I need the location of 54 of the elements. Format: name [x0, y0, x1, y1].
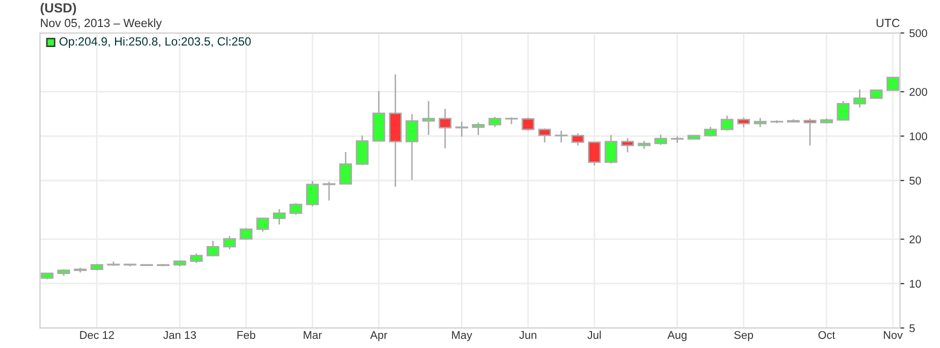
candlestick [306, 180, 319, 208]
candlestick [522, 116, 534, 132]
candlestick [206, 240, 220, 258]
annotation: Op:204.9, Hi:250.8, Lo:203.5, Cl:250 [59, 36, 251, 48]
candlestick [588, 141, 601, 166]
candlestick [256, 216, 270, 232]
y-tick-label: 100 [910, 132, 928, 140]
chart-subtitle: Nov 05, 2013 – Weekly [40, 18, 162, 30]
text: UTC [876, 18, 900, 28]
y-tick-label: 5 [909, 324, 915, 332]
candlestick [223, 235, 236, 250]
candlestick [571, 132, 584, 146]
y-tick-label: 20 [910, 235, 921, 244]
x-tick-label: Dec 12 [80, 331, 114, 339]
candlestick [804, 118, 816, 146]
x-tick-label: Mar [304, 331, 322, 339]
candlestick [538, 128, 552, 144]
candlestick [339, 151, 352, 186]
y-tick-label: 200 [910, 88, 928, 96]
y-tick-label: 500 [909, 29, 928, 38]
candlestick [272, 208, 286, 226]
x-tick-label: Sep [734, 331, 754, 342]
candlestick [289, 202, 302, 216]
x-tick-label: Feb [237, 330, 256, 339]
candlestick [737, 116, 750, 128]
x-tick-label: Apr [370, 331, 388, 342]
candlestick [554, 130, 568, 144]
x-tick-label: Jan 13 [163, 331, 196, 339]
candlestick [472, 122, 485, 136]
y-tick-label: 50 [909, 176, 921, 185]
candlestick [853, 88, 866, 108]
candlestick [488, 116, 502, 128]
candlestick [438, 108, 452, 150]
candlestick [836, 100, 850, 122]
candlestick [754, 117, 767, 128]
x-tick-label: Aug [667, 331, 686, 342]
candlestick [455, 121, 468, 138]
x-tick-label: Nov [884, 331, 903, 339]
candlestick [356, 134, 369, 166]
x-tick-label: Jun [519, 331, 536, 339]
candlestick [604, 134, 618, 164]
candlestick [621, 138, 634, 154]
candlestick [422, 100, 435, 136]
y-tick-label: 10 [910, 280, 921, 288]
x-tick-label: Jul [587, 330, 601, 339]
candlestick [406, 113, 418, 181]
candlestick [190, 252, 203, 264]
x-tick-label: Oct [818, 331, 836, 339]
x-tick-label: May [452, 331, 472, 342]
candlestick [654, 134, 668, 146]
chart-title: (USD) [40, 2, 76, 16]
candlestick [322, 181, 336, 202]
candlestick [240, 227, 252, 241]
candlestick [720, 114, 734, 132]
